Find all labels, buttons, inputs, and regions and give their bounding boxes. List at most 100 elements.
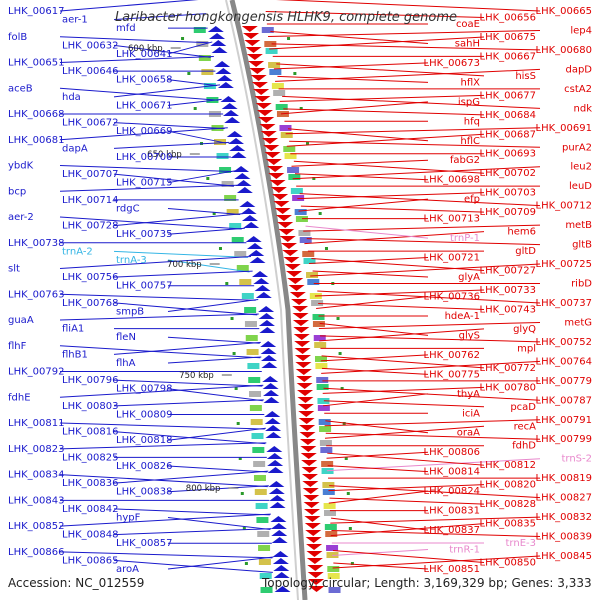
forward-strand-feature — [209, 33, 226, 39]
forward-strand-feature — [224, 117, 241, 123]
gene-connector — [323, 393, 429, 407]
gene-connector — [113, 13, 207, 21]
gene-label-right: dapD — [565, 64, 592, 75]
reverse-strand-feature — [274, 208, 291, 214]
gene-label-right: LHK_00787 — [536, 395, 592, 406]
gc-mark — [218, 247, 222, 250]
gene-connector — [321, 360, 541, 374]
gene-connector — [167, 298, 259, 312]
reverse-strand-feature — [299, 432, 316, 438]
reverse-strand-feature — [306, 558, 323, 564]
forward-strand-feature — [221, 103, 238, 109]
forward-strand-feature — [272, 558, 289, 564]
reverse-strand-feature — [277, 222, 294, 228]
reverse-strand-feature — [280, 243, 297, 249]
gene-connector — [317, 290, 541, 304]
gc-mark — [324, 247, 328, 250]
gene-connector — [167, 207, 241, 215]
cog-block — [327, 566, 340, 572]
gene-label-right: LHK_00698 — [424, 175, 480, 186]
gene-connector — [279, 94, 485, 102]
gene-label-right: LHK_00743 — [480, 304, 536, 315]
gc-mark — [244, 562, 248, 565]
gene-connector — [312, 270, 429, 278]
gene-label-left: fleN — [116, 332, 136, 343]
cog-block — [313, 335, 326, 341]
gene-label-left: rdgC — [116, 203, 140, 214]
gene-label-left: LHK_00756 — [62, 272, 118, 283]
gene-connector — [59, 345, 261, 359]
gene-label-right: purA2 — [562, 142, 592, 153]
gene-connector — [167, 336, 260, 344]
gene-connector — [318, 321, 541, 329]
gc-mark — [348, 527, 352, 530]
gene-label-left: LHK_00672 — [62, 118, 118, 129]
cog-block — [245, 335, 258, 341]
gc-mark — [225, 282, 229, 285]
forward-strand-feature — [233, 166, 250, 172]
reverse-strand-feature — [264, 152, 281, 158]
gene-connector — [167, 227, 245, 235]
cog-block — [257, 531, 270, 537]
cog-block — [319, 440, 332, 446]
reverse-strand-feature — [294, 348, 311, 354]
cog-block — [229, 223, 242, 229]
forward-strand-feature — [264, 411, 281, 417]
cog-block — [250, 419, 263, 425]
gene-label-right: LHK_00702 — [480, 168, 536, 179]
gene-label-left: LHK_00823 — [8, 444, 64, 455]
cog-block — [269, 69, 282, 75]
gene-label-right: LHK_00819 — [536, 473, 592, 484]
reverse-strand-feature — [248, 61, 265, 67]
gene-label-left: aer-1 — [62, 15, 88, 26]
gc-mark — [344, 457, 348, 460]
gene-connector — [319, 322, 429, 336]
cog-block — [258, 559, 271, 565]
forward-strand-feature — [254, 285, 271, 291]
gene-connector — [113, 250, 248, 258]
gene-connector — [269, 36, 485, 50]
gene-connector — [167, 170, 236, 184]
reverse-strand-feature — [279, 236, 296, 242]
reverse-strand-feature — [299, 425, 316, 431]
gc-mark — [293, 72, 297, 75]
cog-block — [249, 391, 262, 397]
gene-connector — [291, 159, 429, 167]
forward-strand-feature — [266, 453, 283, 459]
gene-label-left: LHK_00768 — [62, 298, 118, 309]
cog-block — [295, 216, 308, 222]
gc-mark — [212, 212, 216, 215]
gene-connector — [300, 205, 485, 213]
gene-label-right: metB — [565, 220, 592, 231]
gene-label-left: LHK_00658 — [116, 75, 172, 86]
forward-strand-feature — [270, 523, 287, 529]
reverse-strand-feature — [244, 40, 261, 46]
gene-label-right: hflC — [460, 136, 480, 147]
cog-block — [312, 321, 325, 327]
cog-block — [284, 153, 297, 159]
reverse-strand-feature — [284, 264, 301, 270]
reverse-strand-feature — [294, 355, 311, 361]
forward-strand-feature — [211, 47, 228, 53]
scale-label: 750 kbp — [179, 371, 214, 381]
gene-connector — [276, 63, 485, 77]
gene-label-right: LHK_00656 — [480, 12, 536, 23]
scale-label: 650 kbp — [147, 150, 182, 160]
gc-mark — [342, 422, 346, 425]
reverse-strand-feature — [297, 397, 314, 403]
cog-block — [299, 237, 312, 243]
gene-label-left: LHK_00700 — [116, 152, 172, 163]
feature-tracks — [181, 26, 354, 593]
gene-label-left: flhF — [8, 341, 27, 352]
cog-block — [234, 251, 247, 257]
gene-label-right: LHK_00721 — [424, 253, 480, 264]
cog-block — [315, 363, 328, 369]
cog-block — [224, 195, 237, 201]
forward-strand-feature — [272, 551, 289, 557]
gene-label-left: hypF — [116, 512, 141, 523]
cog-block — [323, 503, 336, 509]
cog-block — [324, 524, 337, 530]
reverse-strand-feature — [304, 509, 321, 515]
gene-connector — [327, 452, 485, 466]
gene-label-right: LHK_00812 — [480, 460, 536, 471]
